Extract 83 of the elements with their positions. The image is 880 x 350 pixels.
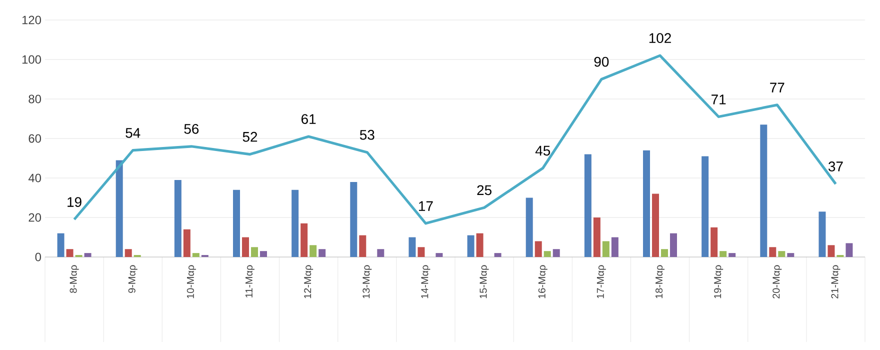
bar — [436, 253, 443, 257]
bar — [57, 233, 64, 257]
data-label: 45 — [535, 146, 550, 156]
x-tick-label: 17-Μαρ — [596, 265, 606, 298]
data-label: 61 — [302, 114, 316, 124]
bar — [778, 251, 786, 257]
bar — [602, 241, 610, 257]
bar — [292, 190, 299, 257]
x-tick-label: 9-Μαρ — [128, 265, 138, 293]
y-tick-label: 80 — [28, 94, 42, 104]
bar — [174, 180, 182, 257]
bar — [359, 235, 366, 257]
bar — [846, 243, 853, 257]
bar — [124, 249, 132, 257]
bar — [183, 229, 190, 257]
bar — [233, 190, 240, 257]
data-label: 25 — [477, 185, 492, 196]
y-tick-label: 120 — [22, 16, 42, 24]
bar — [116, 160, 123, 257]
bar — [251, 247, 258, 257]
data-label: 19 — [68, 197, 82, 207]
y-tick-label: 100 — [22, 55, 42, 64]
bar — [702, 156, 709, 257]
bar — [377, 249, 384, 257]
x-tick-label: 11-Μαρ — [246, 265, 254, 298]
bar — [310, 245, 317, 257]
bar — [828, 245, 835, 257]
bar — [318, 249, 326, 257]
bar — [84, 253, 92, 257]
data-label: 71 — [712, 94, 726, 104]
y-tick-label: 60 — [28, 134, 42, 143]
data-label: 17 — [419, 201, 433, 211]
bar — [544, 251, 551, 257]
bar — [467, 235, 474, 257]
bar — [66, 249, 74, 257]
bar — [552, 249, 560, 257]
bar — [611, 237, 618, 257]
x-tick-label: 16-Μαρ — [538, 265, 548, 298]
data-label: 56 — [184, 124, 199, 134]
bar — [408, 237, 416, 257]
x-tick-label: 18-Μαρ — [656, 265, 665, 298]
bar — [760, 124, 768, 257]
data-label: 77 — [770, 82, 784, 92]
data-label: 52 — [242, 132, 258, 142]
x-tick-label: 12-Μαρ — [304, 265, 314, 298]
data-label: 53 — [360, 130, 374, 140]
bar — [643, 150, 650, 257]
x-tick-label: 14-Μαρ — [421, 265, 430, 298]
bar — [494, 253, 502, 257]
bar — [476, 233, 484, 257]
x-tick-label: 21-Μαρ — [831, 265, 840, 298]
x-tick-label: 19-Μαρ — [714, 265, 724, 298]
data-label: 54 — [126, 128, 140, 138]
bar — [534, 241, 542, 257]
bar — [418, 247, 425, 257]
y-tick-label: 20 — [28, 213, 42, 222]
y-tick-label: 40 — [28, 174, 42, 182]
x-tick-label: 20-Μαρ — [772, 265, 782, 298]
y-tick-label: 0 — [35, 252, 42, 262]
x-tick-label: 13-Μαρ — [362, 265, 372, 298]
bar — [670, 233, 678, 257]
data-label: 90 — [594, 56, 609, 67]
bar — [526, 198, 533, 257]
bar — [710, 227, 718, 257]
bar — [720, 251, 727, 257]
bar — [769, 247, 776, 257]
bar — [242, 237, 250, 257]
bar — [350, 182, 358, 257]
data-label: 102 — [649, 33, 671, 44]
bar — [300, 223, 308, 257]
bar — [192, 253, 200, 257]
data-label: 37 — [828, 162, 843, 172]
x-tick-label: 10-Μαρ — [186, 265, 196, 298]
bar — [584, 154, 592, 257]
bar — [661, 249, 668, 257]
bar — [728, 253, 736, 257]
x-tick-label: 15-Μαρ — [480, 265, 489, 298]
bar — [818, 212, 826, 257]
bar — [593, 218, 600, 257]
bar — [260, 251, 268, 257]
x-tick-label: 8-Μαρ — [70, 265, 79, 293]
bar — [787, 253, 794, 257]
bar — [652, 194, 660, 257]
